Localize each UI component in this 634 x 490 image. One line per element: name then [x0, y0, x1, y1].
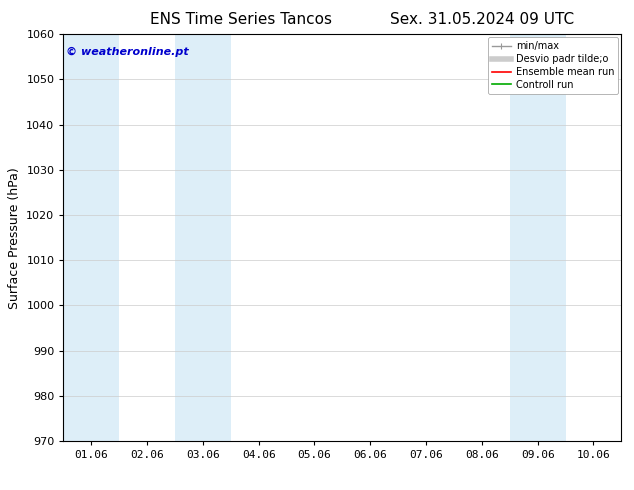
Bar [175, 34, 231, 441]
Bar [510, 34, 566, 441]
Legend: min/max, Desvio padr tilde;o, Ensemble mean run, Controll run: min/max, Desvio padr tilde;o, Ensemble m… [488, 37, 618, 94]
Bar [621, 34, 634, 441]
Text: Sex. 31.05.2024 09 UTC: Sex. 31.05.2024 09 UTC [390, 12, 574, 27]
Y-axis label: Surface Pressure (hPa): Surface Pressure (hPa) [8, 167, 21, 309]
Bar [63, 34, 119, 441]
Text: ENS Time Series Tancos: ENS Time Series Tancos [150, 12, 332, 27]
Text: © weatheronline.pt: © weatheronline.pt [66, 47, 189, 56]
